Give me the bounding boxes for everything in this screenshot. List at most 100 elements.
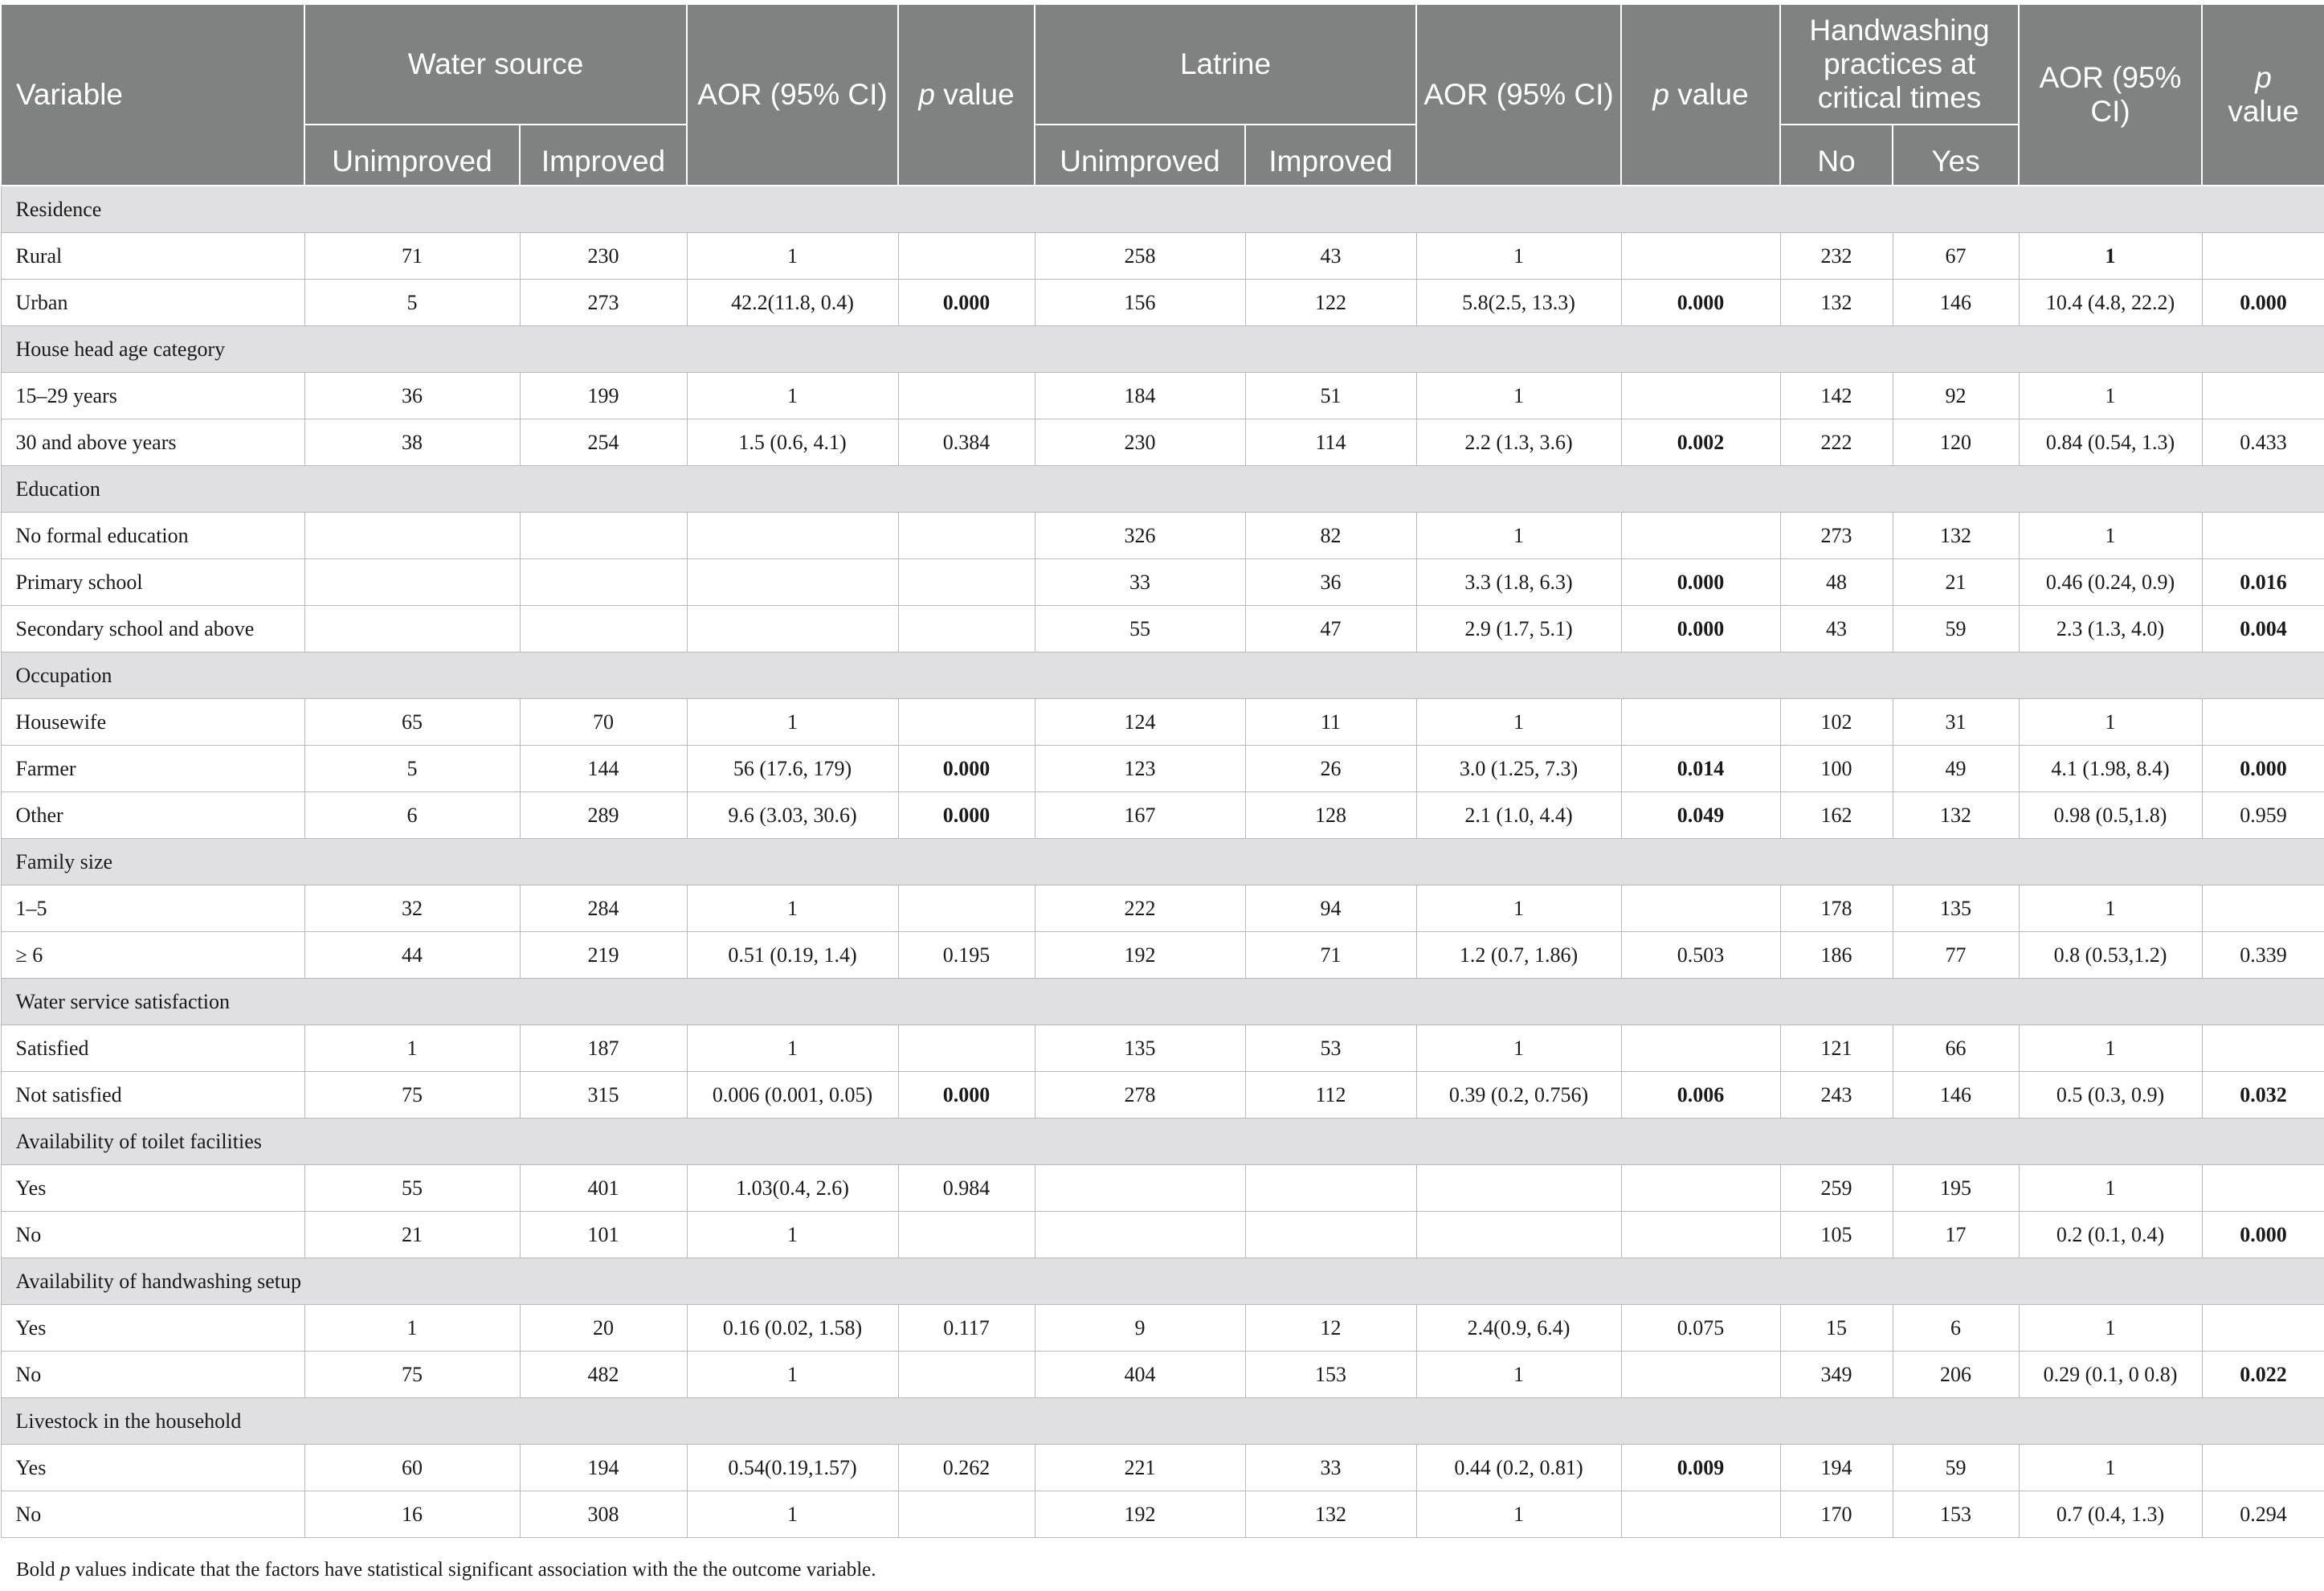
table-cell: 153 bbox=[1244, 1351, 1417, 1398]
p-value-label: value bbox=[1677, 78, 1749, 111]
table-cell: 219 bbox=[519, 931, 688, 979]
table-cell: 49 bbox=[1892, 745, 2020, 792]
table-cell: 0.006 (0.001, 0.05) bbox=[686, 1071, 899, 1119]
table-cell bbox=[519, 512, 688, 559]
table-cell: 0.049 bbox=[1620, 791, 1781, 839]
table-cell: 401 bbox=[519, 1164, 688, 1212]
table-cell bbox=[519, 605, 688, 652]
row-label: Other bbox=[0, 791, 305, 839]
table-cell: 33 bbox=[1034, 558, 1246, 606]
table-cell: 230 bbox=[1034, 419, 1246, 466]
table-cell: 482 bbox=[519, 1351, 688, 1398]
table-cell: 153 bbox=[1892, 1491, 2020, 1538]
results-table: Variable Water source AOR (95% CI) p val… bbox=[0, 3, 2324, 1538]
table-cell: 156 bbox=[1034, 279, 1246, 326]
table-container: Variable Water source AOR (95% CI) p val… bbox=[0, 3, 2324, 1538]
table-cell: 1 bbox=[1415, 698, 1622, 746]
table-row: No 75 482 1 404 153 1 349 206 0.29 (0.1, 0 0.8) 0.… bbox=[0, 1351, 2324, 1398]
category-label: Water service satisfaction bbox=[0, 978, 2324, 1025]
table-cell: 121 bbox=[1779, 1025, 1893, 1072]
category-row: Occupation bbox=[0, 652, 2324, 699]
table-cell: 0.16 (0.02, 1.58) bbox=[686, 1304, 899, 1352]
table-cell: 44 bbox=[304, 931, 521, 979]
table-cell bbox=[2201, 1444, 2324, 1491]
table-cell: 206 bbox=[1892, 1351, 2020, 1398]
table-cell: 0.262 bbox=[897, 1444, 1035, 1491]
table-cell: 258 bbox=[1034, 232, 1246, 280]
table-cell: 0.000 bbox=[1620, 279, 1781, 326]
p-italic: p bbox=[2255, 61, 2272, 94]
table-cell: 0.46 (0.24, 0.9) bbox=[2018, 558, 2203, 606]
table-cell: 75 bbox=[304, 1351, 521, 1398]
table-cell: 16 bbox=[304, 1491, 521, 1538]
table-cell: 5 bbox=[304, 279, 521, 326]
table-cell: 0.000 bbox=[897, 791, 1035, 839]
table-cell: 21 bbox=[1892, 558, 2020, 606]
table-cell: 1 bbox=[1415, 1025, 1622, 1072]
table-cell: 0.006 bbox=[1620, 1071, 1781, 1119]
header-variable: Variable bbox=[0, 3, 305, 186]
table-cell: 36 bbox=[1244, 558, 1417, 606]
table-header: Variable Water source AOR (95% CI) p val… bbox=[0, 3, 2324, 186]
table-cell: 67 bbox=[1892, 232, 2020, 280]
table-cell bbox=[1620, 1211, 1781, 1258]
table-cell: 6 bbox=[304, 791, 521, 839]
category-label: Occupation bbox=[0, 652, 2324, 699]
table-cell: 51 bbox=[1244, 372, 1417, 419]
category-label: Availability of toilet facilities bbox=[0, 1118, 2324, 1165]
row-label: Rural bbox=[0, 232, 305, 280]
table-cell: 0.29 (0.1, 0 0.8) bbox=[2018, 1351, 2203, 1398]
table-cell: 4.1 (1.98, 8.4) bbox=[2018, 745, 2203, 792]
table-cell: 101 bbox=[519, 1211, 688, 1258]
row-label: Yes bbox=[0, 1444, 305, 1491]
table-cell: 1 bbox=[1415, 232, 1622, 280]
table-cell: 43 bbox=[1779, 605, 1893, 652]
category-label: Education bbox=[0, 465, 2324, 513]
table-cell: 105 bbox=[1779, 1211, 1893, 1258]
table-cell bbox=[304, 512, 521, 559]
category-row: Availability of handwashing setup bbox=[0, 1258, 2324, 1305]
p-value-label: value bbox=[2228, 95, 2299, 128]
table-cell: 128 bbox=[1244, 791, 1417, 839]
table-cell: 1 bbox=[686, 372, 899, 419]
table-cell bbox=[1415, 1164, 1622, 1212]
table-cell: 0.959 bbox=[2201, 791, 2324, 839]
table-cell: 0.000 bbox=[897, 1071, 1035, 1119]
row-label: 30 and above years bbox=[0, 419, 305, 466]
header-water-source: Water source bbox=[303, 3, 688, 125]
category-row: Livestock in the household bbox=[0, 1397, 2324, 1445]
table-cell: 43 bbox=[1244, 232, 1417, 280]
table-cell: 146 bbox=[1892, 1071, 2020, 1119]
table-cell: 56 (17.6, 179) bbox=[686, 745, 899, 792]
table-cell: 1 bbox=[2018, 232, 2203, 280]
table-cell: 0.8 (0.53,1.2) bbox=[2018, 931, 2203, 979]
table-cell: 65 bbox=[304, 698, 521, 746]
table-cell bbox=[1620, 1025, 1781, 1072]
table-cell: 0.004 bbox=[2201, 605, 2324, 652]
table-cell: 0.000 bbox=[897, 745, 1035, 792]
table-cell bbox=[897, 1351, 1035, 1398]
table-cell bbox=[304, 605, 521, 652]
table-cell: 21 bbox=[304, 1211, 521, 1258]
row-label: Yes bbox=[0, 1164, 305, 1212]
table-cell: 120 bbox=[1892, 419, 2020, 466]
table-row: No 16 308 1 192 132 1 170 153 0.7 (0.4, 1.3) 0.294 bbox=[0, 1491, 2324, 1538]
table-cell: 0.000 bbox=[2201, 745, 2324, 792]
p-value-label: value bbox=[943, 78, 1015, 111]
table-cell: 186 bbox=[1779, 931, 1893, 979]
table-cell: 1 bbox=[2018, 1304, 2203, 1352]
table-cell: 1 bbox=[2018, 885, 2203, 932]
table-cell: 0.339 bbox=[2201, 931, 2324, 979]
table-cell: 192 bbox=[1034, 931, 1246, 979]
table-cell bbox=[1620, 372, 1781, 419]
table-cell: 1.2 (0.7, 1.86) bbox=[1415, 931, 1622, 979]
table-cell: 162 bbox=[1779, 791, 1893, 839]
header-latrine-improved: Improved bbox=[1244, 124, 1418, 186]
table-cell: 0.000 bbox=[897, 279, 1035, 326]
table-cell: 167 bbox=[1034, 791, 1246, 839]
row-label: Housewife bbox=[0, 698, 305, 746]
table-cell: 114 bbox=[1244, 419, 1417, 466]
table-cell: 92 bbox=[1892, 372, 2020, 419]
table-cell: 0.195 bbox=[897, 931, 1035, 979]
table-cell: 1 bbox=[2018, 1025, 2203, 1072]
